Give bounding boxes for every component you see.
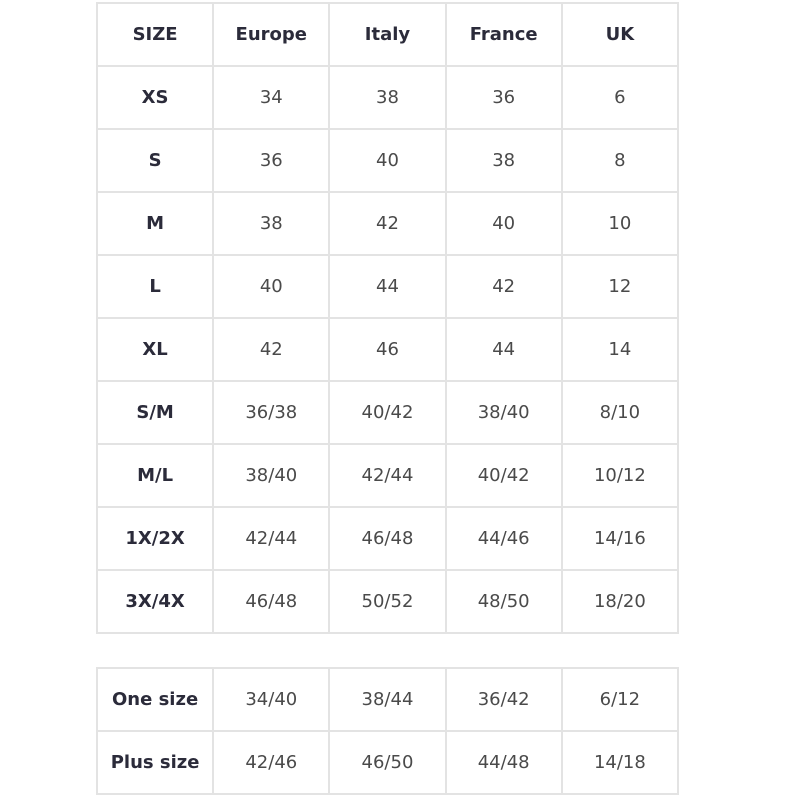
table-row: 3X/4X 46/48 50/52 48/50 18/20 [95,569,680,634]
table-cell: 36 [444,65,563,130]
table-cell: 40 [212,254,331,319]
table-row: XL 42 46 44 14 [95,317,680,382]
table-cell: 18/20 [560,569,680,634]
table-cell: 50/52 [328,569,447,634]
table-cell: 42 [328,191,447,256]
table-cell: 38 [328,65,447,130]
table-row: M 38 42 40 10 [95,191,680,256]
table-cell: 38 [212,191,331,256]
table-row: L 40 44 42 12 [95,254,680,319]
row-label: 3X/4X [95,569,215,634]
table-row: M/L 38/40 42/44 40/42 10/12 [95,443,680,508]
table-cell: 40/42 [444,443,563,508]
column-header: SIZE [95,2,215,67]
header-row: SIZE Europe Italy France UK [95,2,680,67]
table-cell: 12 [560,254,680,319]
special-sizes-table: One size 34/40 38/44 36/42 6/12 Plus size 42/4… [95,667,680,795]
table-cell: 40/42 [328,380,447,445]
table-cell: 14/16 [560,506,680,571]
table-cell: 14 [560,317,680,382]
column-header: Europe [212,2,331,67]
table-cell: 8/10 [560,380,680,445]
table-cell: 46/50 [328,730,447,795]
table-cell: 42/44 [328,443,447,508]
table-cell: 46 [328,317,447,382]
table-cell: 36 [212,128,331,193]
row-label: S/M [95,380,215,445]
table-cell: 44 [444,317,563,382]
column-header: France [444,2,563,67]
size-conversion-table: SIZE Europe Italy France UK XS 34 38 36 6 S 36 40 38 8… [95,2,680,634]
table-cell: 46/48 [212,569,331,634]
row-label: 1X/2X [95,506,215,571]
column-header: Italy [328,2,447,67]
table-cell: 38/44 [328,667,447,732]
row-label: M/L [95,443,215,508]
table-cell: 38 [444,128,563,193]
table-cell: 34 [212,65,331,130]
table-cell: 48/50 [444,569,563,634]
table-cell: 38/40 [444,380,563,445]
row-label: Plus size [95,730,215,795]
table-row: Plus size 42/46 46/50 44/48 14/18 [95,730,680,795]
table-cell: 6/12 [560,667,680,732]
table-cell: 46/48 [328,506,447,571]
table-cell: 8 [560,128,680,193]
table-cell: 40 [328,128,447,193]
table-cell: 44 [328,254,447,319]
column-header: UK [560,2,680,67]
row-label: M [95,191,215,256]
row-label: S [95,128,215,193]
table-cell: 36/42 [444,667,563,732]
table-cell: 40 [444,191,563,256]
table-cell: 10 [560,191,680,256]
table-cell: 42/44 [212,506,331,571]
table-cell: 44/48 [444,730,563,795]
table-cell: 10/12 [560,443,680,508]
table-row: XS 34 38 36 6 [95,65,680,130]
table-cell: 6 [560,65,680,130]
row-label: One size [95,667,215,732]
table-cell: 14/18 [560,730,680,795]
table-cell: 38/40 [212,443,331,508]
table-cell: 42 [444,254,563,319]
table-row: One size 34/40 38/44 36/42 6/12 [95,667,680,732]
table-cell: 42 [212,317,331,382]
table-cell: 36/38 [212,380,331,445]
table-cell: 34/40 [212,667,331,732]
table-cell: 44/46 [444,506,563,571]
row-label: L [95,254,215,319]
row-label: XS [95,65,215,130]
table-cell: 42/46 [212,730,331,795]
row-label: XL [95,317,215,382]
table-row: S/M 36/38 40/42 38/40 8/10 [95,380,680,445]
table-row: 1X/2X 42/44 46/48 44/46 14/16 [95,506,680,571]
table-row: S 36 40 38 8 [95,128,680,193]
